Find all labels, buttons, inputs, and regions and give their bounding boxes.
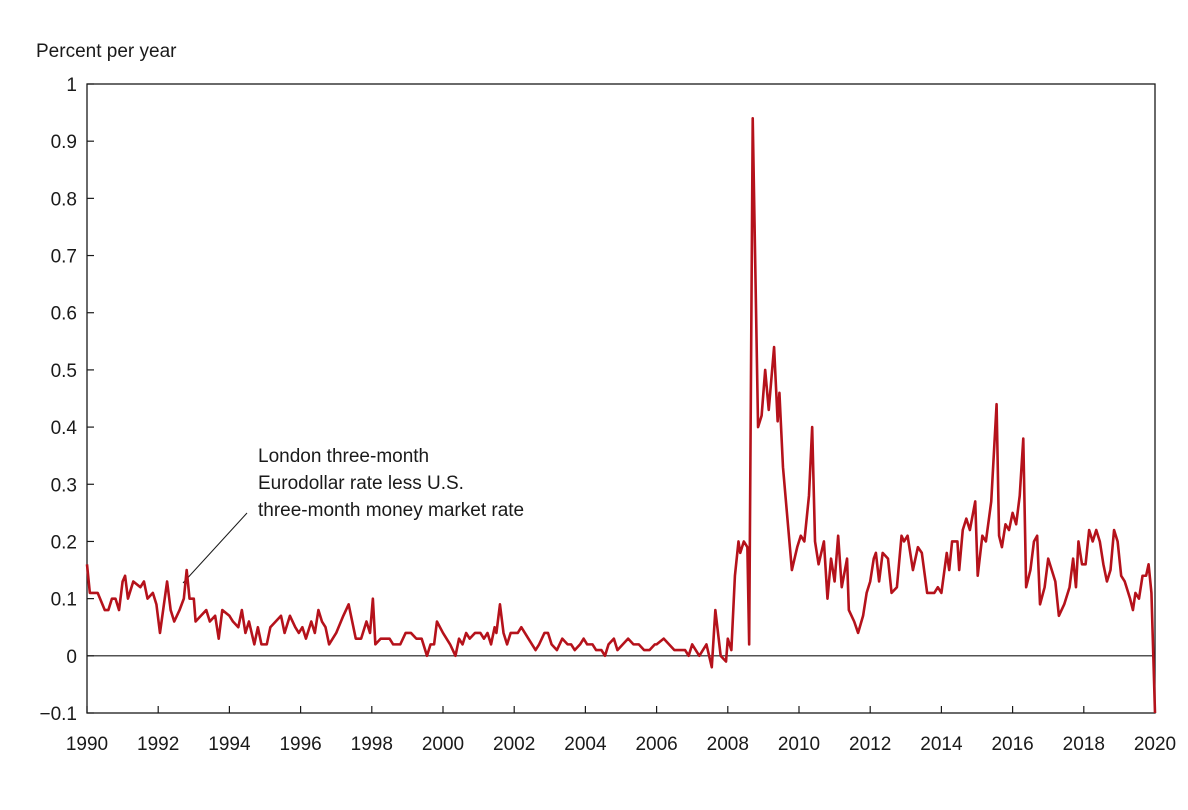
data-line [85, 117, 1157, 714]
x-tick-label: 1998 [351, 734, 393, 755]
y-tick-label: −0.1 [39, 704, 77, 725]
y-tick-label: 0.6 [51, 304, 77, 325]
annotation-leader [182, 512, 248, 584]
x-tick-label: 2004 [564, 734, 607, 755]
y-tick-label: 0.1 [51, 590, 77, 611]
y-tick-label: 0.2 [51, 532, 77, 553]
annotation: three-month money market rate [258, 500, 524, 521]
y-tick-label: 0.7 [51, 247, 77, 268]
x-tick-label: 1996 [279, 734, 321, 755]
x-tick-label: 2012 [849, 734, 891, 755]
x-tick-label: 2006 [635, 734, 677, 755]
annotation: London three-month [258, 446, 429, 467]
x-tick-label: 2014 [920, 734, 963, 755]
y-tick-label: 0.4 [51, 418, 78, 439]
annotation: Eurodollar rate less U.S. [258, 473, 464, 494]
x-tick-label: 2020 [1134, 734, 1176, 755]
y-tick-label: 0.3 [51, 475, 77, 496]
x-tick-label: 1990 [66, 734, 108, 755]
y-tick-label: 0 [66, 647, 77, 668]
x-tick-label: 2002 [493, 734, 535, 755]
x-tick-label: 2008 [707, 734, 749, 755]
x-tick-label: 1994 [208, 734, 251, 755]
y-tick-label: 0.8 [51, 189, 77, 210]
y-axis-label: Percent per year [36, 41, 177, 62]
x-tick-label: 2010 [778, 734, 820, 755]
y-tick-label: 0.9 [51, 132, 77, 153]
x-tick-label: 2018 [1063, 734, 1105, 755]
x-tick-label: 1992 [137, 734, 179, 755]
plot-frame [86, 83, 1156, 714]
x-tick-label: 2000 [422, 734, 464, 755]
y-tick-label: 1 [66, 75, 77, 96]
y-tick-label: 0.5 [51, 361, 77, 382]
x-tick-label: 2016 [991, 734, 1033, 755]
